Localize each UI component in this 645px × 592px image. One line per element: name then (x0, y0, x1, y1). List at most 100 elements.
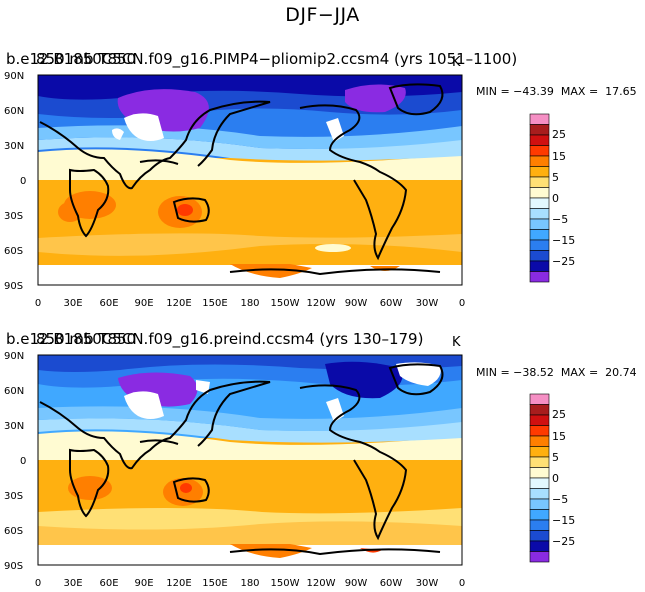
min-max-readout-2: MIN = −38.52 MAX = 20.74 (476, 366, 637, 379)
y-tick-label: 60S (4, 246, 23, 257)
colorbar-swatch (529, 519, 550, 531)
colorbar-label: 5 (552, 171, 559, 184)
x-tick-label: 150W (271, 298, 300, 309)
colorbar-swatch (529, 477, 550, 489)
y-tick-label: 60S (4, 526, 23, 537)
colorbar-label: 25 (552, 408, 566, 421)
colorbar-swatch (529, 145, 550, 157)
colorbar-label: 0 (552, 472, 559, 485)
x-tick-label: 60E (99, 298, 118, 309)
colorbar-label: 5 (552, 451, 559, 464)
x-tick-label: 30W (416, 578, 439, 589)
y-tick-label: 90S (4, 561, 23, 572)
y-tick-label: 30S (4, 491, 23, 502)
colorbar-swatch (529, 530, 550, 542)
panel-variable-title: 850 mb T850 (36, 330, 136, 348)
units-label: K (452, 335, 461, 350)
colorbar-1: 25 15 5 0 −5 −15 −25 (529, 113, 575, 283)
x-tick-label: 60W (380, 578, 403, 589)
temperature-field (38, 75, 462, 285)
y-tick-label: 0 (20, 456, 26, 467)
colorbar-label: −15 (552, 234, 575, 247)
colorbar-swatch (529, 124, 550, 136)
y-tick-label: 90N (4, 71, 24, 82)
max-label: MAX = 20.74 (560, 366, 637, 379)
x-tick-label: 120E (166, 298, 191, 309)
x-tick-label: 150E (202, 298, 227, 309)
x-tick-label: 60E (99, 578, 118, 589)
map-panel-2: b.e12.B1850C5CN.f09_g16.preind.ccsm4 (yr… (4, 330, 465, 589)
x-tick-label: 30E (63, 298, 82, 309)
colorbar-swatch (529, 208, 550, 220)
map-panel-1: b.e12.B1850C5CN.f09_g16.PIMP4−pliomip2.c… (4, 50, 517, 309)
colorbar-swatch (529, 488, 550, 500)
x-tick-label: 30W (416, 298, 439, 309)
x-tick-label: 0 (35, 298, 41, 309)
colorbar-swatch (529, 229, 550, 241)
colorbar-label: −15 (552, 514, 575, 527)
colorbar-label: 0 (552, 192, 559, 205)
colorbar-swatch (529, 446, 550, 458)
x-tick-label: 180 (240, 298, 259, 309)
x-tick-label: 0 (35, 578, 41, 589)
colorbar-label: −25 (552, 255, 575, 268)
panel-title: b.e12.B1850C5CN.f09_g16.preind.ccsm4 (yr… (6, 330, 423, 349)
x-tick-label: 150E (202, 578, 227, 589)
colorbar-swatch (529, 197, 550, 209)
panel-variable-title: 850 mb T850 (36, 50, 136, 68)
x-tick-label: 0 (459, 298, 465, 309)
colorbar-swatch (529, 166, 550, 178)
x-tick-label: 90E (134, 298, 153, 309)
colorbar-swatch (529, 250, 550, 262)
y-tick-label: 90N (4, 351, 24, 362)
colorbar-swatch (529, 187, 550, 199)
colorbar-label: −5 (552, 493, 568, 506)
y-tick-label: 30N (4, 421, 24, 432)
x-tick-label: 90W (345, 298, 368, 309)
min-max-readout-1: MIN = −43.39 MAX = 17.65 (476, 85, 637, 98)
y-tick-label: 0 (20, 176, 26, 187)
colorbar-swatch (529, 540, 550, 552)
colorbar-label: −5 (552, 213, 568, 226)
colorbar-swatch (529, 155, 550, 167)
colorbar-label: 15 (552, 150, 566, 163)
colorbar-swatch (529, 393, 550, 405)
colorbar-swatch (529, 113, 550, 125)
x-tick-label: 120E (166, 578, 191, 589)
colorbar-label: −25 (552, 535, 575, 548)
x-tick-label: 90E (134, 578, 153, 589)
x-tick-label: 60W (380, 298, 403, 309)
min-label: MIN = −43.39 (476, 85, 554, 98)
colorbar-swatch (529, 414, 550, 426)
y-tick-label: 60N (4, 386, 24, 397)
y-tick-label: 90S (4, 281, 23, 292)
colorbar-swatch (529, 435, 550, 447)
y-tick-label: 60N (4, 106, 24, 117)
figure-title: DJF−JJA (285, 4, 360, 26)
max-label: MAX = 17.65 (560, 85, 637, 98)
colorbar-swatch (529, 404, 550, 416)
colorbar-2: 25 15 5 0 −5 −15 −25 (529, 393, 575, 563)
colorbar-label: 25 (552, 128, 566, 141)
colorbar-swatch (529, 176, 550, 188)
min-label: MIN = −38.52 (476, 366, 554, 379)
units-label: K (452, 55, 461, 70)
colorbar-swatch (529, 134, 550, 146)
x-tick-label: 30E (63, 578, 82, 589)
x-tick-label: 120W (307, 578, 336, 589)
colorbar-swatch (529, 551, 550, 563)
colorbar-label: 15 (552, 430, 566, 443)
colorbar-swatch (529, 271, 550, 283)
colorbar-swatch (529, 260, 550, 272)
x-tick-label: 150W (271, 578, 300, 589)
y-tick-label: 30N (4, 141, 24, 152)
x-tick-label: 120W (307, 298, 336, 309)
colorbar-swatch (529, 425, 550, 437)
colorbar-swatch (529, 239, 550, 251)
colorbar-swatch (529, 456, 550, 468)
colorbar-swatch (529, 509, 550, 521)
colorbar-swatch (529, 498, 550, 510)
temperature-field (38, 355, 462, 565)
x-tick-label: 90W (345, 578, 368, 589)
x-tick-label: 180 (240, 578, 259, 589)
